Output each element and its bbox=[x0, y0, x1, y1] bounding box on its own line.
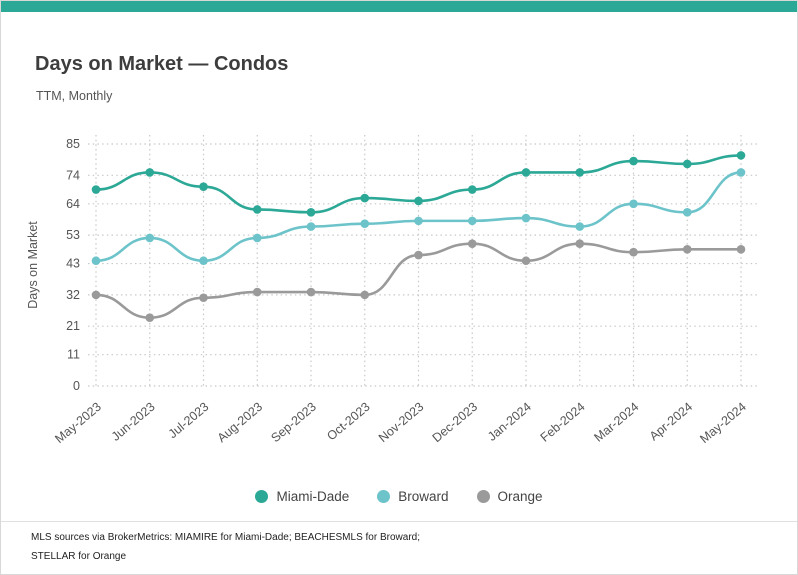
svg-text:32: 32 bbox=[66, 288, 80, 302]
svg-text:Feb-2024: Feb-2024 bbox=[538, 400, 588, 445]
svg-text:85: 85 bbox=[66, 137, 80, 151]
svg-text:Jun-2023: Jun-2023 bbox=[109, 400, 158, 444]
legend-dot-icon bbox=[476, 490, 490, 503]
chart-subtitle: TTM, Monthly bbox=[36, 89, 113, 103]
y-axis-label: Days on Market bbox=[26, 221, 40, 309]
svg-text:May-2023: May-2023 bbox=[52, 400, 104, 446]
svg-text:Apr-2024: Apr-2024 bbox=[647, 400, 695, 444]
legend: Miami-Dade Broward Orange bbox=[1, 489, 797, 504]
svg-text:43: 43 bbox=[66, 257, 80, 271]
svg-text:21: 21 bbox=[66, 319, 80, 333]
plot-area: 0 11 21 32 43 53 64 74 85 May-2023 Jun-2023 Jul-202… bbox=[52, 135, 757, 446]
svg-text:Aug-2023: Aug-2023 bbox=[215, 400, 266, 446]
svg-text:May-2024: May-2024 bbox=[697, 400, 749, 446]
footer-source-line1: MLS sources via BrokerMetrics: MIAMIRE f… bbox=[31, 532, 420, 543]
legend-item-miami-dade[interactable]: Miami-Dade bbox=[255, 489, 349, 504]
svg-text:74: 74 bbox=[66, 168, 80, 182]
svg-text:Oct-2023: Oct-2023 bbox=[324, 400, 372, 444]
svg-text:53: 53 bbox=[66, 228, 80, 242]
legend-dot-icon bbox=[255, 490, 269, 503]
svg-text:Jan-2024: Jan-2024 bbox=[485, 400, 534, 444]
footer: MLS sources via BrokerMetrics: MIAMIRE f… bbox=[1, 521, 797, 574]
legend-item-orange[interactable]: Orange bbox=[476, 489, 543, 504]
svg-text:11: 11 bbox=[67, 348, 80, 362]
svg-text:Nov-2023: Nov-2023 bbox=[376, 400, 427, 446]
chart-title: Days on Market — Condos bbox=[35, 53, 289, 75]
legend-dot-icon bbox=[377, 490, 391, 503]
svg-text:Jul-2023: Jul-2023 bbox=[166, 400, 212, 442]
legend-item-broward[interactable]: Broward bbox=[377, 489, 449, 504]
top-accent-bar bbox=[1, 1, 797, 12]
line-chart: 0 11 21 32 43 53 64 74 85 May-2023 Jun-2023 Jul-202… bbox=[26, 135, 757, 446]
svg-text:Mar-2024: Mar-2024 bbox=[591, 400, 641, 445]
footer-source-line2: STELLAR for Orange bbox=[31, 551, 127, 562]
svg-text:Sep-2023: Sep-2023 bbox=[268, 400, 319, 446]
legend-label: Miami-Dade bbox=[276, 489, 350, 504]
svg-text:Dec-2023: Dec-2023 bbox=[430, 400, 481, 446]
svg-text:64: 64 bbox=[66, 197, 80, 211]
svg-text:0: 0 bbox=[73, 379, 80, 393]
legend-label: Broward bbox=[398, 489, 449, 504]
legend-label: Orange bbox=[497, 489, 543, 504]
